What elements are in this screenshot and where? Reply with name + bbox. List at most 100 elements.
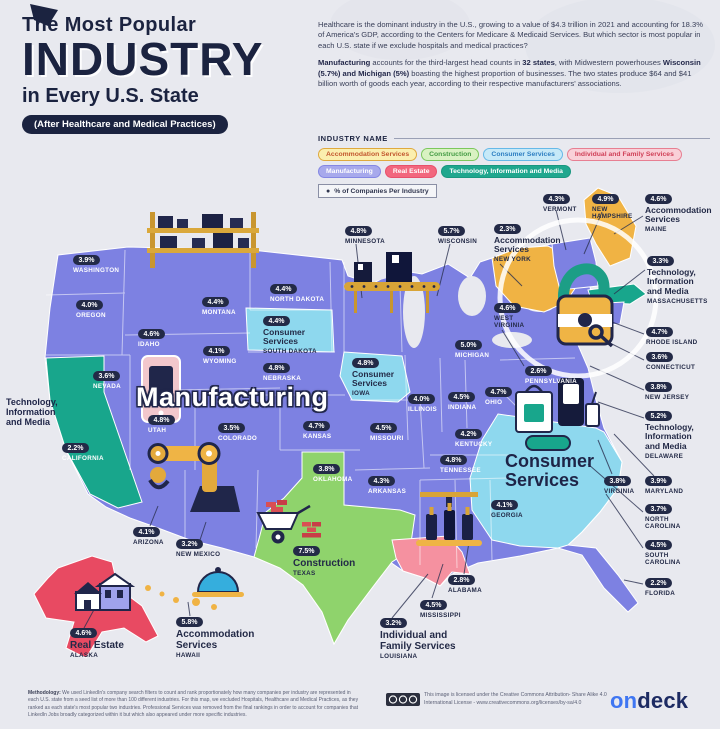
state-label-florida: 2.2% FLORIDA: [645, 578, 675, 597]
state-label-new-york: 2.3% Accommodation Services NEW YORK: [494, 224, 574, 263]
state-label-vermont: 4.3% VERMONT: [543, 194, 577, 213]
pill-example-icon: ●: [326, 187, 331, 195]
text-segment: Wisconsin (5.7%) and Michigan (5%): [318, 58, 701, 78]
state-label-oklahoma: 3.8% OKLAHOMA: [313, 464, 352, 483]
logo-part-on: on: [610, 688, 638, 713]
value-pill: 3.3%: [647, 256, 674, 266]
big-label-consumer-services: Consumer Services: [505, 451, 595, 490]
industry-name: Accommodation Services: [494, 234, 561, 255]
value-pill: 2.2%: [645, 578, 672, 588]
industry-name: Real Estate: [70, 639, 124, 651]
intro-text: Healthcare is the dominant industry in t…: [318, 20, 708, 97]
legend-item-technology-information-media: Technology, Information and Media: [441, 165, 571, 178]
state-label-iowa: 4.8% Consumer Services IOWA: [352, 358, 410, 397]
state-label-connecticut: 3.6% CONNECTICUT: [646, 352, 695, 371]
conveyor-belt-icon: [344, 252, 440, 313]
state-name: NEBRASKA: [263, 374, 302, 382]
state-name: INDIANA: [448, 403, 477, 411]
state-name: VIRGINIA: [604, 487, 635, 495]
state-label-ohio: 4.7% OHIO: [485, 387, 512, 406]
license-text: This image is licensed under the Creativ…: [424, 692, 639, 707]
state-name: WEST VIRGINIA: [494, 314, 525, 329]
value-pill: 4.4%: [263, 316, 290, 326]
state-name: NEW MEXICO: [176, 550, 221, 558]
state-label-louisiana: 3.2% Individual and Family Services LOUISI…: [380, 618, 466, 661]
industry-name: Construction: [293, 557, 356, 569]
state-name: SOUTH DAKOTA: [263, 348, 317, 356]
state-name: MAINE: [645, 226, 667, 234]
state-label-alabama: 2.8% ALABAMA: [448, 575, 482, 594]
value-pill: 5.0%: [455, 340, 482, 350]
industry-name: Consumer Services: [263, 326, 306, 347]
state-name: WISCONSIN: [438, 237, 478, 245]
state-label-tennessee: 4.8% TENNESSEE: [440, 455, 481, 474]
magnifier-circle: [497, 217, 659, 379]
state-name: IDAHO: [138, 340, 160, 348]
state-label-west-virginia: 4.6% WEST VIRGINIA: [494, 303, 534, 329]
value-pill: 4.1%: [491, 500, 518, 510]
state-name: MASSACHUSETTS: [647, 297, 708, 305]
state-name: MISSOURI: [370, 434, 404, 442]
state-name: CONNECTICUT: [646, 363, 696, 371]
value-pill: 3.9%: [645, 476, 672, 486]
background-blob: [525, 0, 715, 93]
legend-pills: Accommodation Services Construction Cons…: [318, 148, 710, 178]
value-pill: 3.9%: [73, 255, 100, 265]
value-pill: 4.5%: [448, 392, 475, 402]
big-label-manufacturing: Manufacturing: [136, 382, 329, 412]
state-name: NORTH DAKOTA: [270, 295, 325, 303]
value-pill: 4.6%: [138, 329, 165, 339]
state-label-delaware: 5.2% Technology, Information and Media DEL…: [645, 411, 707, 460]
state-name: NEVADA: [93, 382, 121, 390]
state-label-north-carolina: 3.7% NORTH CAROLINA: [645, 504, 691, 530]
state-label-washington: 3.9% WASHINGTON: [73, 255, 119, 274]
region-southeast-consumer: [469, 413, 623, 549]
background-blob: [330, 0, 470, 60]
value-pill: 4.7%: [646, 327, 673, 337]
value-pill: 4.6%: [494, 303, 521, 313]
state-name: UTAH: [148, 426, 167, 434]
bottling-machine-icon: [416, 492, 482, 546]
warehouse-icon: [147, 212, 259, 268]
state-label-arizona: 4.1% ARIZONA: [133, 527, 164, 546]
value-pill: 3.6%: [93, 371, 120, 381]
value-pill: 4.0%: [76, 300, 103, 310]
state-name: NEW YORK: [494, 256, 531, 264]
legend-item-individual-family-services: Individual and Family Services: [566, 148, 682, 161]
state-label-kentucky: 4.2% KENTUCKY: [455, 429, 492, 448]
state-name: OREGON: [76, 311, 106, 319]
value-pill: 4.7%: [303, 421, 330, 431]
state-name: FLORIDA: [645, 589, 676, 597]
region-hawaii-accommodation: [145, 585, 217, 610]
cc-badge-graphic: [386, 693, 420, 706]
state-label-massachusetts: 3.3% Technology, Information and Media MAS…: [647, 256, 711, 305]
text-segment: 32 states: [522, 58, 555, 68]
state-name: MONTANA: [202, 308, 236, 316]
state-name: NORTH CAROLINA: [645, 515, 681, 530]
ondeck-logo: ondeck: [610, 688, 688, 714]
state-name: NEW JERSEY: [645, 393, 690, 401]
value-pill: 4.5%: [645, 540, 672, 550]
value-pill: 4.6%: [645, 194, 672, 204]
state-label-nevada: 3.6% NEVADA: [93, 371, 121, 390]
houses-icon: [74, 572, 136, 611]
state-name: COLORADO: [218, 434, 258, 442]
license-line-2: International License - www.creativecomm…: [424, 699, 582, 706]
state-name: OHIO: [485, 398, 503, 406]
value-pill: 3.6%: [646, 352, 673, 362]
value-pill: 3.2%: [176, 539, 203, 549]
industry-name: Accommodation Services: [645, 204, 712, 225]
text-segment: , with Midwestern powerhouses: [554, 58, 663, 68]
state-label-south-dakota: 4.4% Consumer Services SOUTH DAKOTA: [263, 316, 325, 355]
phone-icon: [141, 355, 181, 423]
value-pill: 4.1%: [203, 346, 230, 356]
value-pill: 3.7%: [645, 504, 672, 514]
state-label-texas: 7.5% Construction TEXAS: [293, 546, 373, 578]
state-label-pennsylvania: 2.6% PENNSYLVANIA: [525, 366, 577, 385]
legend-item-consumer-services: Consumer Services: [483, 148, 563, 161]
state-name: TENNESSEE: [440, 466, 481, 474]
text-segment: boasting the highest proportion of busin…: [318, 68, 692, 89]
value-pill: 5.2%: [645, 411, 672, 421]
state-borders: [45, 249, 576, 569]
state-name: NEW HAMPSHIRE: [592, 205, 633, 220]
